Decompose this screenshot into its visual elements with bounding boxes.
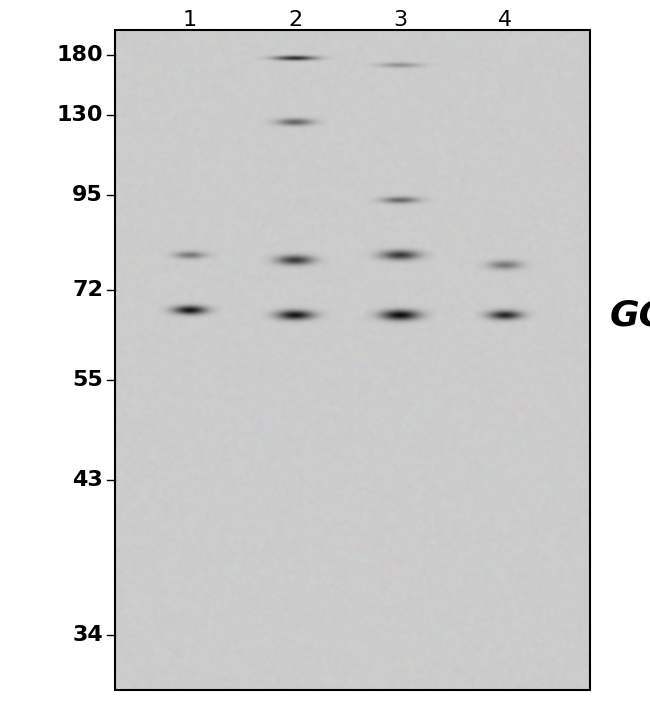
Text: 43: 43 xyxy=(72,470,103,490)
Text: 2: 2 xyxy=(288,10,302,30)
Text: 1: 1 xyxy=(183,10,197,30)
Text: 72: 72 xyxy=(72,280,103,300)
Text: GCKR: GCKR xyxy=(610,298,650,332)
Text: 34: 34 xyxy=(72,625,103,645)
Bar xyxy=(115,30,590,690)
Text: 180: 180 xyxy=(57,45,103,65)
Text: 3: 3 xyxy=(393,10,407,30)
Text: 55: 55 xyxy=(72,370,103,390)
Text: 4: 4 xyxy=(498,10,512,30)
Text: 95: 95 xyxy=(72,185,103,205)
Text: 130: 130 xyxy=(57,105,103,125)
